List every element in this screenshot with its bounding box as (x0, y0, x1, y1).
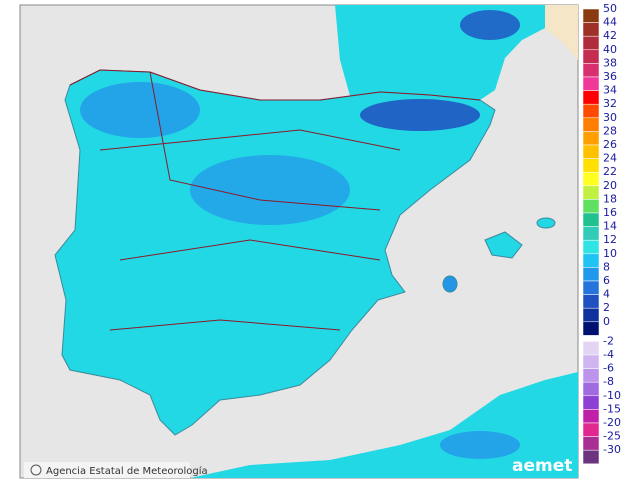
legend-label: 26 (603, 138, 617, 151)
legend-swatch (582, 436, 600, 451)
legend-label: 2 (603, 301, 610, 314)
legend-label: 12 (603, 233, 617, 246)
legend-label: 34 (603, 84, 617, 97)
legend-swatch (582, 354, 600, 369)
legend-swatch (582, 199, 600, 214)
logo: aemet (512, 456, 572, 476)
legend-swatch (582, 226, 600, 241)
cold-zone (360, 99, 480, 131)
legend-label: -30 (603, 443, 621, 456)
legend-swatch (582, 35, 600, 51)
legend-label: 32 (603, 97, 617, 110)
legend-label: 24 (603, 152, 617, 165)
legend-swatch (582, 158, 600, 173)
cold-zone (460, 10, 520, 40)
legend-label: -2 (603, 334, 614, 347)
cold-zone (440, 431, 520, 459)
legend-swatch (582, 76, 600, 91)
legend-swatch (582, 8, 600, 23)
legend-swatch (582, 280, 600, 295)
copyright-icon (30, 464, 42, 476)
legend-label: 0 (603, 315, 610, 328)
legend-label: 40 (603, 43, 617, 56)
legend-label: -4 (603, 348, 614, 361)
legend-label: -15 (603, 402, 621, 415)
cold-zone (190, 155, 350, 225)
legend-swatch (582, 253, 600, 268)
legend-label: 20 (603, 179, 617, 192)
island (536, 217, 556, 229)
legend-swatch (582, 63, 600, 78)
legend-swatch (582, 144, 600, 159)
land-other (545, 5, 578, 60)
cold-zone (80, 82, 200, 138)
legend-label: 4 (603, 288, 610, 301)
legend-swatch (582, 212, 600, 227)
credit-box (24, 462, 190, 478)
legend-swatch (582, 22, 600, 37)
legend-swatch (582, 409, 600, 424)
borders (69, 69, 481, 331)
legend-label: 8 (603, 260, 610, 273)
legend-swatch (582, 449, 600, 465)
legend-swatch (582, 368, 600, 383)
legend-label: 18 (603, 192, 617, 205)
legend-swatch (582, 307, 600, 323)
legend-label: 10 (603, 247, 617, 260)
legend-swatch (582, 117, 600, 132)
legend-swatch (582, 171, 600, 187)
legend-swatch (582, 294, 600, 309)
legend-label: -6 (603, 362, 614, 375)
legend-label: -10 (603, 389, 621, 402)
island (484, 231, 523, 259)
legend-swatch (582, 395, 600, 410)
legend-label: 30 (603, 111, 617, 124)
legend-label: -20 (603, 416, 621, 429)
legend-swatch (582, 90, 600, 105)
legend-swatch (582, 321, 600, 336)
legend-label: 38 (603, 56, 617, 69)
legend-label: 50 (603, 2, 617, 15)
legend-label: 44 (603, 16, 617, 29)
legend: 5044424038363432302826242220181614121086… (582, 2, 621, 465)
legend-label: 28 (603, 124, 617, 137)
legend-label: 36 (603, 70, 617, 83)
legend-swatch (582, 341, 600, 356)
credit: Agencia Estatal de Meteorología (46, 465, 208, 477)
legend-swatch (582, 239, 600, 255)
legend-label: 6 (603, 274, 610, 287)
legend-swatch (582, 103, 600, 119)
legend-label: 14 (603, 220, 617, 233)
legend-swatch (582, 185, 600, 200)
legend-swatch (582, 381, 600, 397)
legend-label: 22 (603, 165, 617, 178)
legend-swatch (582, 267, 600, 282)
legend-swatch (582, 49, 600, 64)
island (442, 275, 458, 293)
legend-label: -25 (603, 430, 621, 443)
legend-label: -8 (603, 375, 614, 388)
legend-swatch (582, 422, 600, 437)
legend-label: 16 (603, 206, 617, 219)
legend-swatch (582, 131, 600, 146)
legend-label: 42 (603, 29, 617, 42)
